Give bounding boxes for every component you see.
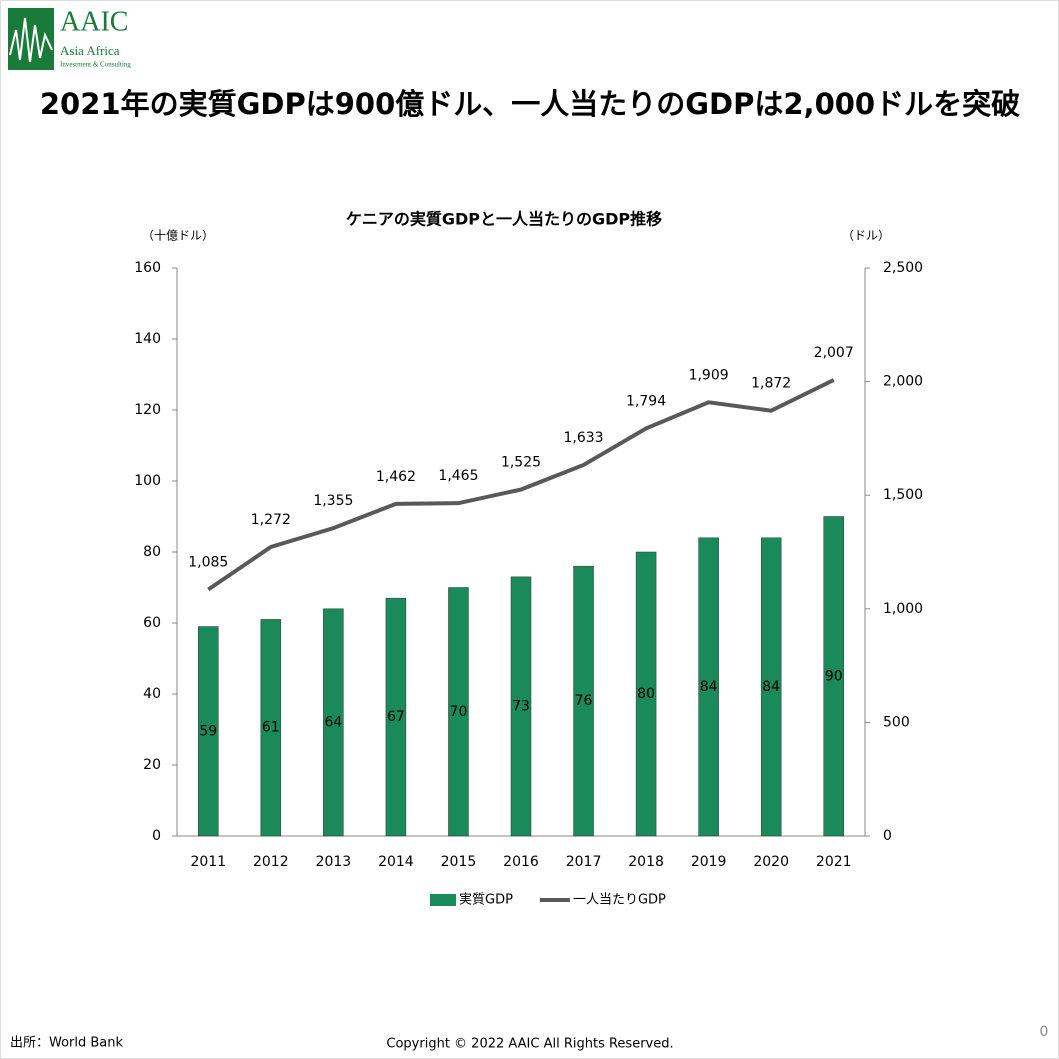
line-label: 1,525: [501, 455, 541, 471]
x-tick-label: 2017: [566, 854, 602, 870]
bar: [260, 619, 282, 837]
x-tick-label: 2015: [441, 854, 477, 870]
line-label: 1,462: [376, 469, 416, 485]
y-tick-label: 160: [134, 260, 161, 276]
line-label: 2,007: [814, 345, 854, 361]
bar-label: 67: [387, 709, 405, 725]
bar: [323, 608, 344, 837]
y-tick-label: 40: [143, 686, 161, 702]
x-tick-label: 2012: [253, 854, 289, 870]
headline: 2021年の実質GDPは900億ドル、一人当たりのGDPは2,000ドルを突破: [40, 87, 1020, 121]
logo-line1: Asia Africa: [60, 43, 120, 58]
y2-tick-label: 500: [883, 714, 910, 730]
y-tick-label: 20: [143, 757, 161, 773]
line-label: 1,633: [563, 430, 603, 446]
y-tick-label: 60: [143, 615, 161, 631]
bar: [448, 587, 469, 837]
line-label: 1,872: [751, 376, 791, 392]
x-tick-label: 2013: [316, 854, 352, 870]
y2-tick-label: 0: [883, 828, 892, 844]
logo-line2: Investment & Consulting: [60, 61, 131, 69]
bar-label: 59: [199, 723, 217, 739]
logo-name: AAIC: [60, 6, 128, 37]
x-tick-label: 2016: [503, 854, 539, 870]
line: [207, 378, 835, 592]
logo-wave: [9, 17, 53, 63]
x-tick-label: 2018: [628, 854, 664, 870]
line-label: 1,909: [689, 367, 729, 383]
x-tick-label: 2014: [378, 854, 414, 870]
bar: [198, 626, 219, 837]
legend-label: 実質GDP: [459, 892, 513, 908]
x-tick-label: 2011: [190, 854, 226, 870]
y2-tick-label: 1,500: [883, 487, 923, 503]
line-label: 1,085: [188, 554, 228, 570]
bar: [823, 516, 844, 837]
x-tick-label: 2019: [691, 854, 727, 870]
bar: [573, 565, 594, 837]
y2-tick-label: 2,000: [883, 374, 923, 390]
y-tick-label: 0: [152, 828, 161, 844]
line-label: 1,465: [438, 468, 478, 484]
y2-axis-label: （ドル）: [842, 229, 890, 243]
y-tick-label: 100: [134, 473, 161, 489]
bar: [760, 537, 782, 837]
legend-label: 一人当たりGDP: [573, 893, 666, 908]
chart-title: ケニアの実質GDPと一人当たりのGDP推移: [346, 210, 662, 229]
y2-tick-label: 2,500: [883, 260, 923, 276]
bar-label: 61: [262, 720, 280, 736]
bar: [635, 551, 657, 837]
line-label: 1,272: [251, 512, 291, 528]
y2-tick-label: 1,000: [883, 601, 923, 617]
bar-label: 84: [700, 679, 718, 695]
y-tick-label: 140: [134, 331, 161, 347]
source: 出所：World Bank: [10, 1036, 124, 1051]
line-label: 1,355: [313, 493, 353, 509]
bar-label: 80: [637, 686, 655, 702]
bar-label: 73: [512, 698, 530, 714]
bar-label: 90: [825, 668, 843, 684]
y-tick-label: 80: [143, 544, 161, 560]
y-axis-label: （十億ドル）: [142, 229, 214, 243]
line-label: 1,794: [626, 393, 666, 409]
page-number: 0: [1040, 1024, 1049, 1040]
bar-label: 84: [762, 679, 780, 695]
bar-label: 64: [324, 714, 342, 730]
copyright: Copyright © 2022 AAIC All Rights Reserve…: [386, 1037, 673, 1052]
bar: [698, 537, 719, 837]
legend-swatch: [430, 894, 456, 906]
x-tick-label: 2021: [816, 854, 852, 870]
bar-label: 76: [575, 693, 593, 709]
y-tick-label: 120: [134, 402, 161, 418]
x-tick-label: 2020: [753, 854, 789, 870]
bar: [385, 597, 407, 837]
bar: [510, 576, 532, 837]
bar-label: 70: [450, 704, 468, 720]
